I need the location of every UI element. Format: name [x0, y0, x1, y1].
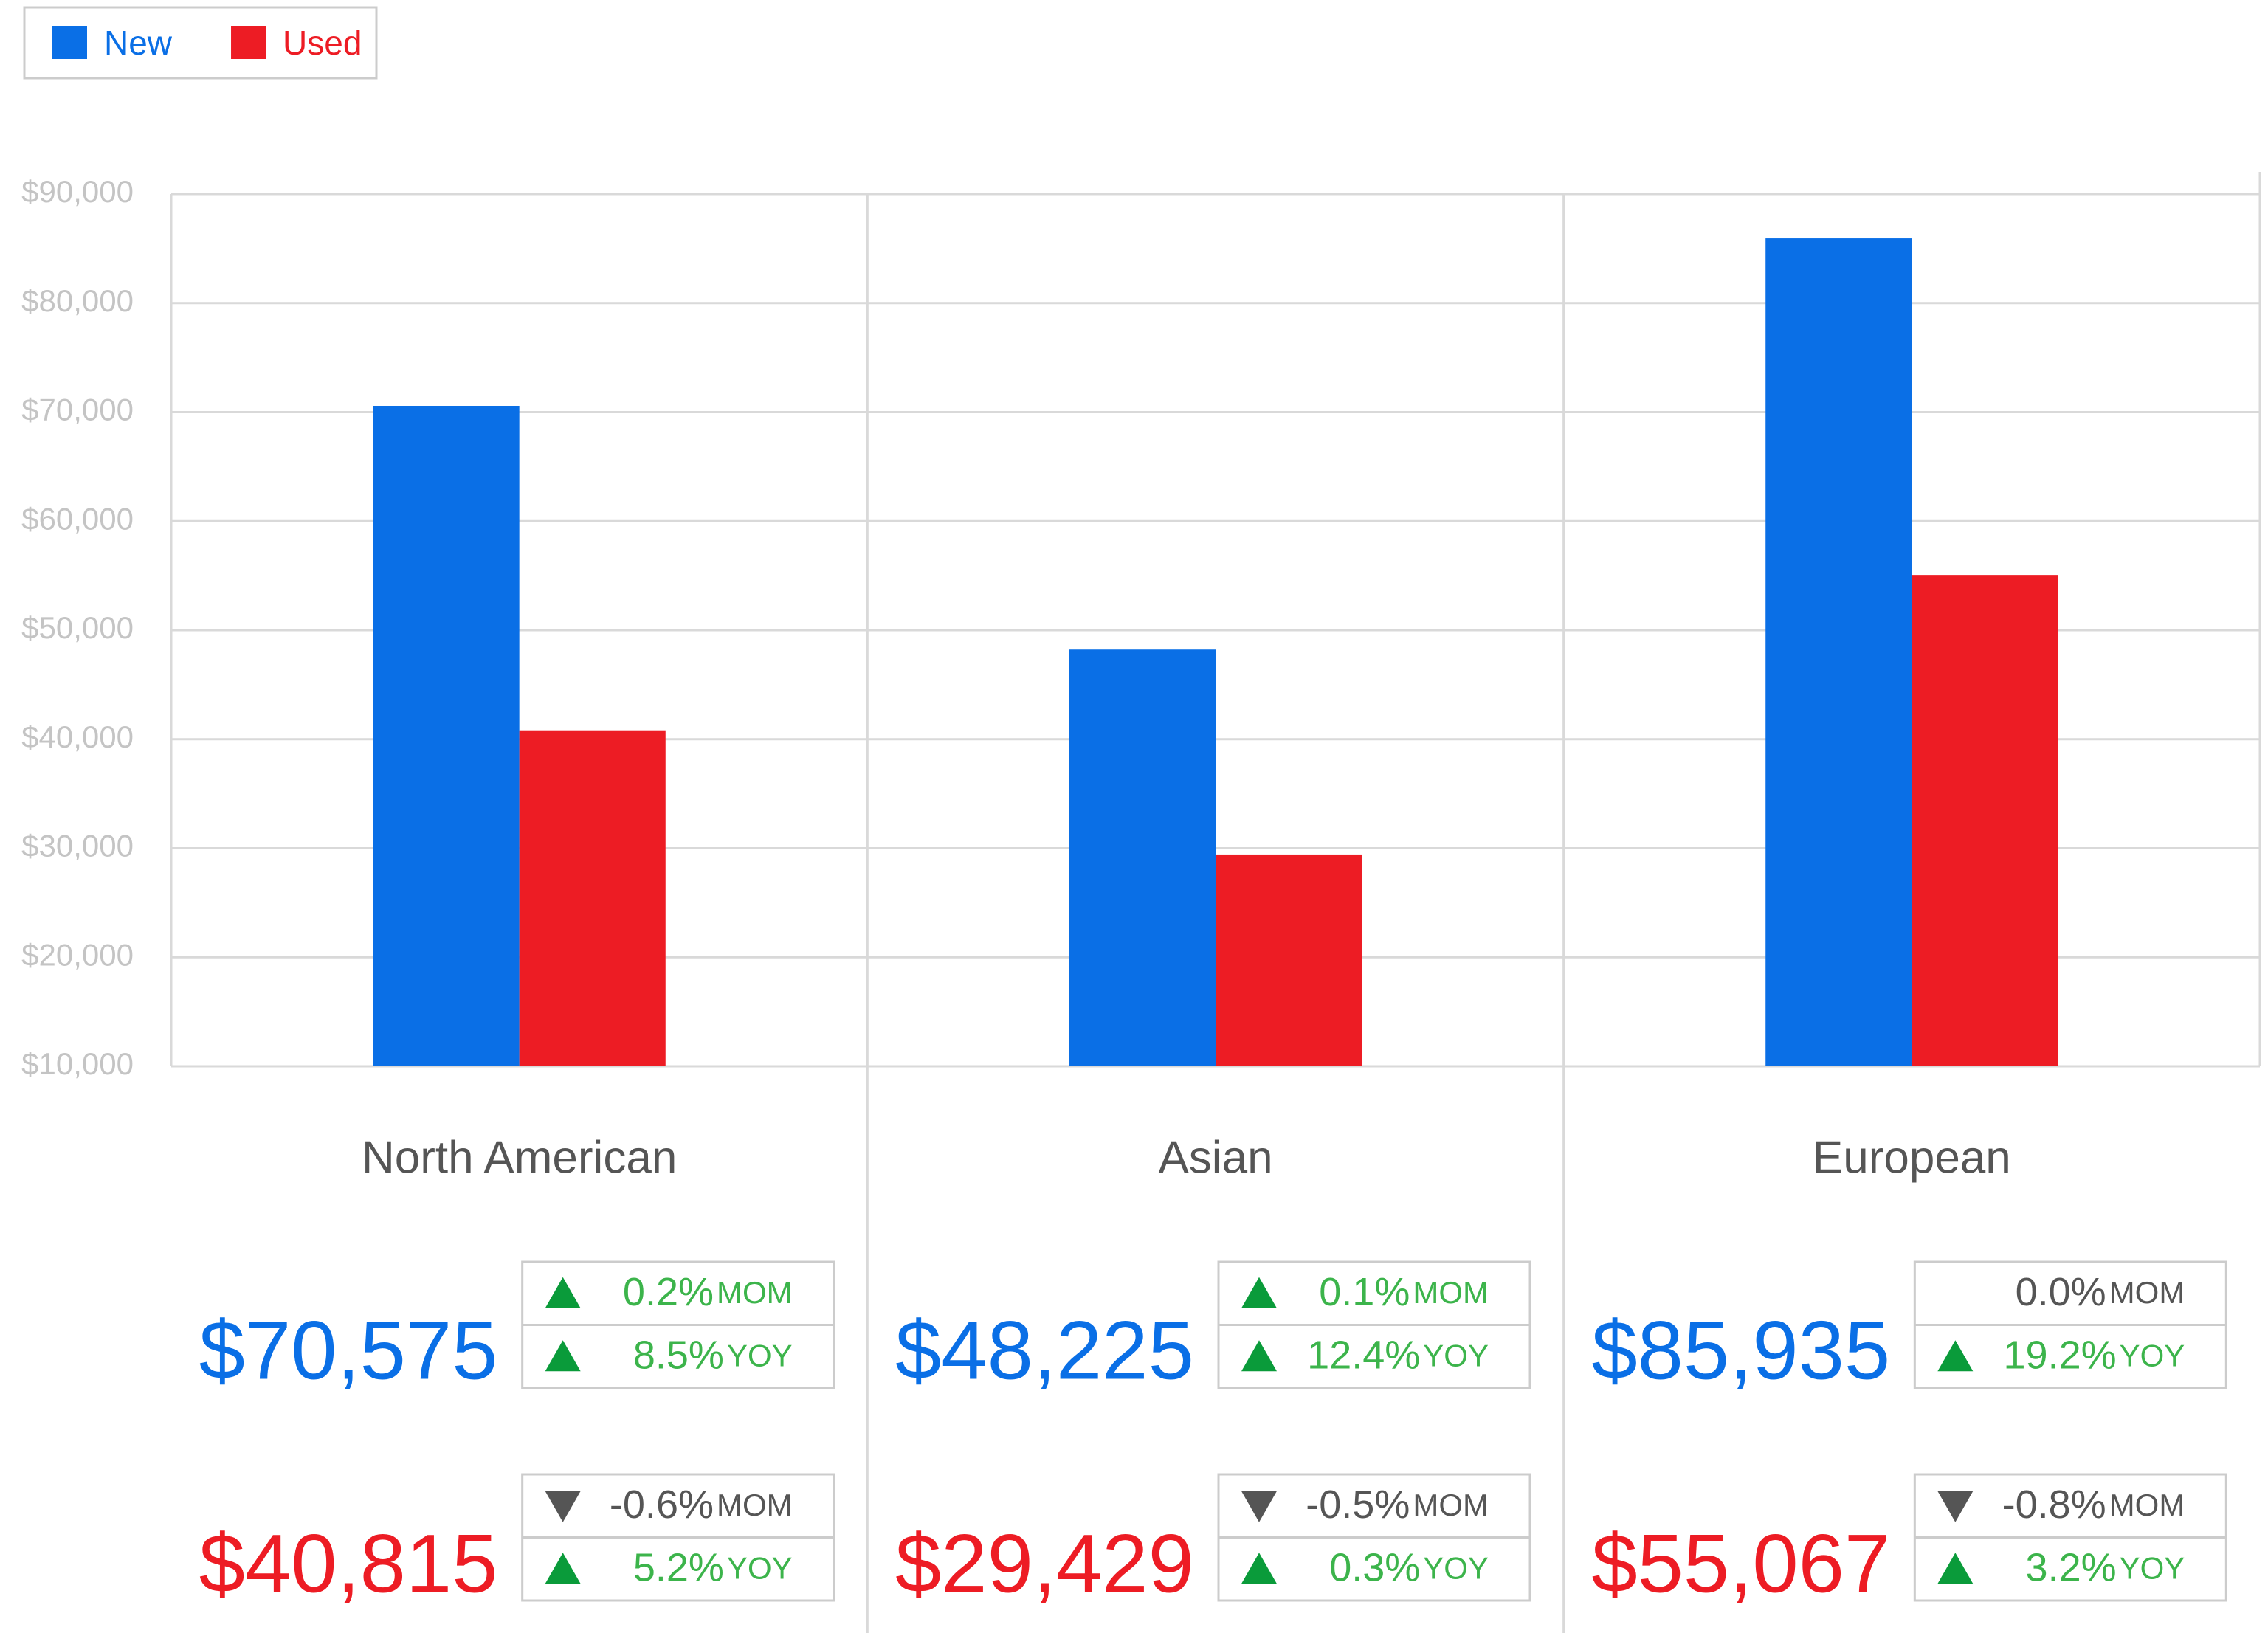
arrow-up: [1241, 1553, 1277, 1584]
arrow-up: [545, 1340, 581, 1372]
stat-text: 5.2%YOY: [633, 1546, 793, 1590]
arrow-up: [1937, 1340, 1974, 1372]
stat-text: -0.5%MOM: [1306, 1482, 1489, 1527]
stat-period: MOM: [2109, 1488, 2185, 1522]
stat-percent: 3.2%: [2026, 1546, 2117, 1590]
y-tick-label: $10,000: [21, 1046, 134, 1081]
bar: [373, 406, 520, 1066]
y-tick-label: $50,000: [21, 610, 134, 645]
stat-text: -0.6%MOM: [610, 1482, 793, 1527]
legend-swatch: [231, 26, 266, 59]
stat-period: MOM: [1413, 1488, 1489, 1522]
arrow-down: [545, 1491, 581, 1522]
arrow-up: [1937, 1553, 1974, 1584]
y-tick-label: $70,000: [21, 393, 134, 427]
arrow-up: [545, 1553, 581, 1584]
stat-percent: 0.0%: [2016, 1270, 2106, 1314]
stat-percent: 12.4%: [1307, 1333, 1420, 1378]
stat-period: YOY: [2120, 1550, 2185, 1585]
stat-period: YOY: [727, 1338, 793, 1373]
stat-text: 0.0%MOM: [2016, 1270, 2185, 1314]
category-label: European: [1813, 1132, 2011, 1183]
big-value: $85,935: [1591, 1305, 1890, 1397]
big-value: $29,429: [895, 1518, 1194, 1610]
stat-percent: 0.2%: [623, 1270, 714, 1314]
arrow-up: [1241, 1340, 1277, 1372]
stat-percent: 0.3%: [1329, 1546, 1420, 1590]
y-tick-label: $60,000: [21, 501, 134, 536]
stat-text: 0.2%MOM: [623, 1270, 793, 1314]
stat-percent: -0.5%: [1306, 1482, 1410, 1527]
stat-percent: 0.1%: [1319, 1270, 1410, 1314]
arrow-up: [1241, 1277, 1277, 1308]
stat-period: YOY: [1423, 1550, 1489, 1585]
stat-period: YOY: [2120, 1338, 2185, 1373]
stat-text: 0.1%MOM: [1319, 1270, 1489, 1314]
stat-period: YOY: [1423, 1338, 1489, 1373]
stat-percent: 8.5%: [633, 1333, 724, 1378]
bar: [1216, 854, 1362, 1066]
big-value: $70,575: [199, 1305, 498, 1397]
stat-period: MOM: [2109, 1275, 2185, 1310]
category-label: North American: [362, 1132, 677, 1183]
y-tick-label: $40,000: [21, 719, 134, 754]
arrow-down: [1937, 1491, 1974, 1522]
stat-text: 19.2%YOY: [2004, 1333, 2185, 1378]
legend-swatch: [52, 26, 87, 59]
arrow-up: [545, 1277, 581, 1308]
stat-percent: -0.8%: [2002, 1482, 2106, 1527]
stat-text: 0.3%YOY: [1329, 1546, 1489, 1590]
category-label: Asian: [1158, 1132, 1272, 1183]
big-value: $40,815: [199, 1518, 498, 1610]
y-tick-label: $80,000: [21, 283, 134, 318]
bar: [1765, 238, 1912, 1067]
big-value: $48,225: [895, 1305, 1194, 1397]
stat-period: YOY: [727, 1550, 793, 1585]
stat-percent: 5.2%: [633, 1546, 724, 1590]
stat-text: -0.8%MOM: [2002, 1482, 2185, 1527]
stat-text: 3.2%YOY: [2026, 1546, 2185, 1590]
y-tick-label: $20,000: [21, 937, 134, 972]
stat-period: MOM: [1413, 1275, 1489, 1310]
big-value: $55,067: [1591, 1518, 1890, 1610]
bar: [519, 730, 666, 1066]
legend-label: Used: [283, 24, 362, 62]
bar: [1912, 575, 2058, 1066]
bar: [1069, 649, 1216, 1066]
stat-text: 8.5%YOY: [633, 1333, 793, 1378]
stat-percent: -0.6%: [610, 1482, 714, 1527]
arrow-down: [1241, 1491, 1277, 1522]
y-tick-label: $30,000: [21, 829, 134, 863]
stat-period: MOM: [717, 1488, 793, 1522]
stat-text: 12.4%YOY: [1307, 1333, 1489, 1378]
stat-period: MOM: [717, 1275, 793, 1310]
y-tick-label: $90,000: [21, 174, 134, 209]
legend-label: New: [104, 24, 173, 62]
stat-percent: 19.2%: [2004, 1333, 2117, 1378]
